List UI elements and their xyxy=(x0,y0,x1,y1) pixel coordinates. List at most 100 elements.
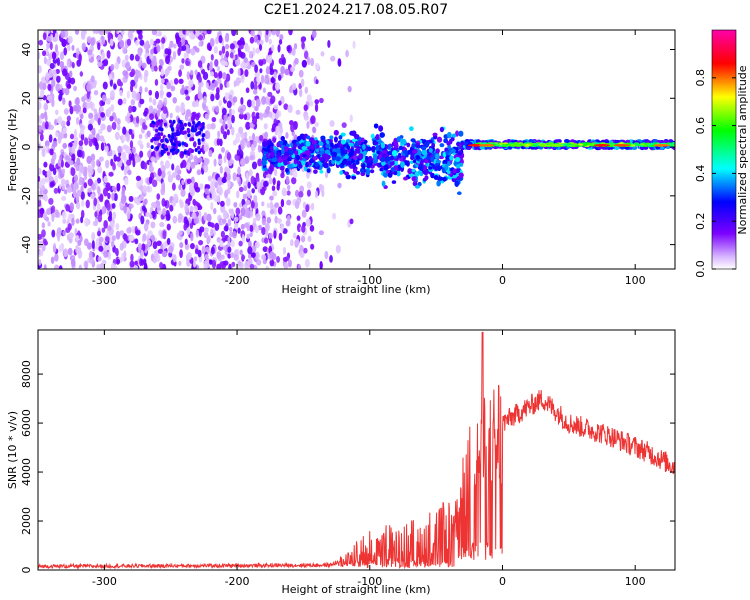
heatmap-cell xyxy=(149,213,153,220)
heatmap-cell xyxy=(265,30,269,36)
heatmap-cell xyxy=(415,143,420,148)
heatmap-cell xyxy=(342,158,347,165)
heatmap-cell xyxy=(55,68,60,75)
heatmap-cell xyxy=(98,245,104,252)
heatmap-cell xyxy=(173,78,179,85)
heatmap-cell xyxy=(282,228,288,234)
heatmap-cell xyxy=(154,79,159,86)
heatmap-cell xyxy=(306,168,311,173)
heatmap-cell xyxy=(116,182,121,192)
heatmap-cell xyxy=(243,222,249,228)
heatmap-cell xyxy=(333,136,338,143)
heatmap-cell xyxy=(137,49,142,57)
heatmap-cell xyxy=(48,176,54,182)
heatmap-cell xyxy=(73,174,79,183)
heatmap-cell xyxy=(251,99,255,109)
heatmap-cell xyxy=(89,253,93,260)
heatmap-cell xyxy=(132,158,136,168)
heatmap-cell xyxy=(672,142,675,145)
heatmap-cell xyxy=(52,52,57,59)
heatmap-cell xyxy=(75,47,80,54)
heatmap-cell xyxy=(240,207,246,217)
heatmap-cell xyxy=(184,203,189,213)
heatmap-cell xyxy=(455,130,459,137)
heatmap-cell xyxy=(268,238,273,244)
heatmap-cell xyxy=(116,118,121,125)
heatmap-cell xyxy=(108,171,114,177)
heatmap-cell xyxy=(61,184,66,191)
heatmap-cell xyxy=(66,83,72,89)
heatmap-cell xyxy=(421,145,427,151)
heatmap-cell xyxy=(103,220,108,229)
heatmap-cell xyxy=(161,149,166,154)
heatmap-cell xyxy=(198,239,204,246)
heatmap-cell xyxy=(314,103,319,113)
spectrogram-xlabel: Height of straight line (km) xyxy=(281,283,430,296)
heatmap-cell xyxy=(349,114,353,123)
heatmap-cell xyxy=(199,183,204,190)
heatmap-cell xyxy=(224,92,229,101)
heatmap-cell xyxy=(393,170,398,176)
heatmap-cell xyxy=(114,265,118,269)
heatmap-cell xyxy=(68,70,73,78)
heatmap-cell xyxy=(122,126,127,135)
heatmap-cell xyxy=(126,211,131,220)
heatmap-cell xyxy=(87,178,93,187)
heatmap-cell xyxy=(126,227,132,234)
heatmap-cell xyxy=(433,174,439,180)
heatmap-cell xyxy=(61,168,66,174)
heatmap-cell xyxy=(408,173,414,178)
heatmap-cell xyxy=(66,115,71,122)
heatmap-cell xyxy=(546,142,552,145)
heatmap-cell xyxy=(107,225,112,231)
heatmap-cell xyxy=(85,199,90,209)
heatmap-cell xyxy=(446,131,452,139)
heatmap-cell xyxy=(135,198,141,206)
heatmap-cell xyxy=(227,246,232,254)
heatmap-cell xyxy=(88,112,94,120)
heatmap-cell xyxy=(79,123,83,130)
heatmap-cell xyxy=(206,30,212,35)
heatmap-cell xyxy=(298,190,304,198)
heatmap-cell xyxy=(286,215,291,222)
heatmap-cell xyxy=(311,30,317,39)
heatmap-cell xyxy=(187,122,191,127)
heatmap-cell xyxy=(163,122,168,127)
heatmap-cell xyxy=(67,35,73,44)
heatmap-cell xyxy=(114,247,119,255)
heatmap-cell xyxy=(120,195,126,205)
heatmap-cell xyxy=(215,92,220,101)
heatmap-cell xyxy=(269,145,274,152)
heatmap-cell xyxy=(160,78,165,84)
heatmap-cell xyxy=(86,91,90,100)
heatmap-cell xyxy=(303,247,308,254)
heatmap-cell xyxy=(136,180,140,189)
colorbar-tick-label: 0.8 xyxy=(694,69,707,87)
heatmap-cell xyxy=(294,57,299,65)
heatmap-cell xyxy=(150,145,154,150)
heatmap-cell xyxy=(563,139,569,144)
heatmap-cell xyxy=(257,78,261,85)
heatmap-cell xyxy=(235,207,241,216)
heatmap-cell xyxy=(220,230,225,238)
heatmap-cell xyxy=(253,194,258,203)
heatmap-cell xyxy=(147,150,151,158)
heatmap-cell xyxy=(165,213,171,221)
heatmap-cell xyxy=(367,156,372,163)
heatmap-cell xyxy=(130,99,136,106)
heatmap-cell xyxy=(213,72,218,79)
heatmap-cell xyxy=(258,59,264,65)
heatmap-cell xyxy=(128,195,134,203)
heatmap-cell xyxy=(38,175,41,182)
heatmap-cell xyxy=(146,142,150,149)
heatmap-cell xyxy=(166,223,171,231)
heatmap-cell xyxy=(403,149,409,155)
heatmap-cell xyxy=(248,169,253,176)
heatmap-cell xyxy=(124,177,129,186)
heatmap-cell xyxy=(278,100,282,106)
heatmap-cell xyxy=(57,116,63,125)
heatmap-cell xyxy=(60,178,66,186)
heatmap-cell xyxy=(68,100,72,108)
heatmap-cell xyxy=(226,188,231,195)
